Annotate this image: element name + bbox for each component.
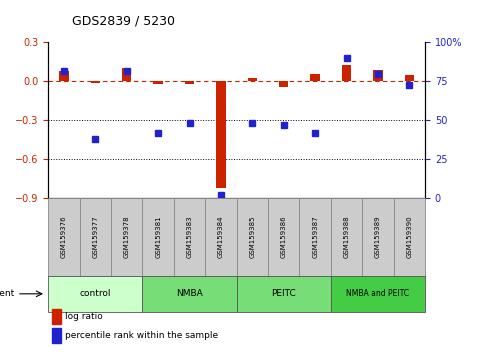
Text: GSM159388: GSM159388 (343, 216, 350, 258)
Text: PEITC: PEITC (271, 289, 296, 298)
Bar (311, 74, 320, 81)
Bar (299, 198, 331, 276)
Text: GSM159387: GSM159387 (312, 216, 318, 258)
Bar (174, 198, 205, 276)
Bar (142, 198, 174, 276)
Bar (405, 75, 414, 81)
Text: agent: agent (0, 289, 14, 298)
Text: NMBA and PEITC: NMBA and PEITC (346, 289, 410, 298)
Bar (91, 81, 100, 83)
Text: NMBA: NMBA (176, 289, 203, 298)
Bar (216, 81, 226, 188)
Text: log ratio: log ratio (65, 312, 103, 321)
Bar (331, 198, 362, 276)
Bar (154, 81, 163, 84)
Bar (142, 276, 237, 312)
Text: GSM159385: GSM159385 (249, 216, 256, 258)
Text: GSM159384: GSM159384 (218, 216, 224, 258)
Text: GSM159386: GSM159386 (281, 216, 287, 258)
Bar (331, 276, 425, 312)
Bar (342, 64, 351, 81)
Text: GSM159378: GSM159378 (124, 216, 130, 258)
Bar (48, 276, 142, 312)
Bar (268, 198, 299, 276)
Bar (52, 309, 61, 324)
Bar (394, 198, 425, 276)
Bar (122, 68, 131, 81)
Text: GSM159390: GSM159390 (406, 216, 412, 258)
Bar (48, 198, 80, 276)
Bar (373, 70, 383, 81)
Bar (237, 276, 331, 312)
Text: GDS2839 / 5230: GDS2839 / 5230 (72, 14, 175, 27)
Bar (237, 198, 268, 276)
Bar (362, 198, 394, 276)
Text: GSM159377: GSM159377 (92, 216, 99, 258)
Text: GSM159381: GSM159381 (155, 216, 161, 258)
Text: GSM159376: GSM159376 (61, 216, 67, 258)
Bar (185, 81, 194, 84)
Bar (205, 198, 237, 276)
Text: control: control (80, 289, 111, 298)
Bar (248, 78, 257, 81)
Text: GSM159383: GSM159383 (186, 216, 193, 258)
Bar (80, 198, 111, 276)
Bar (59, 71, 69, 81)
Bar (279, 81, 288, 87)
Text: GSM159389: GSM159389 (375, 216, 381, 258)
Text: percentile rank within the sample: percentile rank within the sample (65, 331, 218, 340)
Bar (111, 198, 142, 276)
Bar (52, 328, 61, 343)
